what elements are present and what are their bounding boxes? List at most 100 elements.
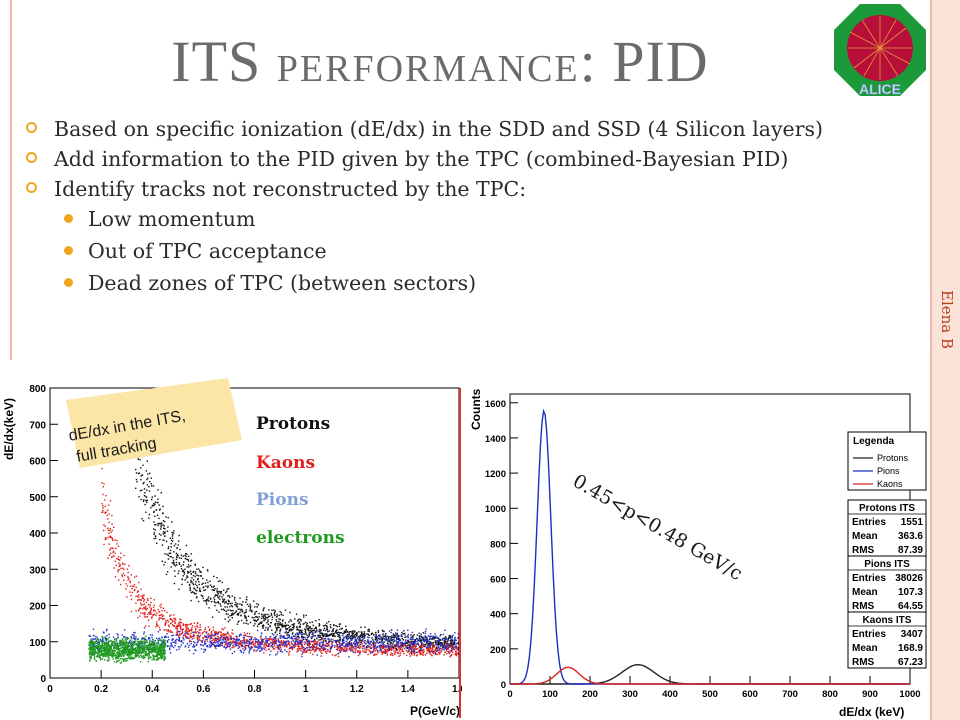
- scatter-point: [178, 625, 180, 627]
- scatter-point: [304, 628, 306, 630]
- scatter-point: [285, 642, 287, 644]
- scatter-point: [185, 577, 188, 579]
- scatter-point: [355, 633, 357, 636]
- scatter-point: [356, 635, 358, 637]
- scatter-point: [221, 644, 223, 647]
- scatter-point: [382, 638, 384, 640]
- scatter-point: [182, 555, 184, 557]
- scatter-point: [331, 634, 334, 636]
- scatter-point: [298, 645, 301, 648]
- scatter-point: [260, 646, 262, 648]
- scatter-point: [391, 636, 393, 639]
- scatter-point: [408, 647, 411, 649]
- scatter-point: [243, 632, 246, 634]
- scatter-point: [386, 650, 388, 652]
- scatter-point: [220, 631, 222, 634]
- scatter-point: [217, 632, 220, 634]
- scatter-point: [289, 628, 292, 631]
- scatter-point: [373, 634, 375, 636]
- scatter-point: [209, 580, 211, 582]
- scatter-point: [299, 626, 301, 628]
- scatter-point: [204, 641, 206, 643]
- scatter-point: [137, 640, 139, 642]
- scatter-point: [297, 619, 299, 621]
- scatter-point: [203, 642, 206, 644]
- scatter-point: [213, 585, 215, 587]
- scatter-point: [190, 579, 192, 582]
- scatter-point: [270, 614, 273, 616]
- scatter-point: [172, 620, 174, 622]
- scatter-point: [111, 641, 113, 644]
- scatter-point: [196, 625, 198, 627]
- scatter-point: [217, 601, 219, 603]
- scatter-point: [89, 657, 91, 659]
- scatter-point: [281, 636, 283, 638]
- scatter-point: [302, 623, 304, 625]
- scatter-point: [343, 636, 346, 639]
- scatter-point: [199, 570, 201, 572]
- scatter-point: [150, 610, 152, 612]
- scatter-point: [189, 588, 191, 590]
- scatter-point: [145, 605, 147, 608]
- scatter-point: [354, 643, 356, 645]
- scatter-point: [120, 647, 123, 649]
- scatter-point: [100, 651, 102, 654]
- scatter-point: [340, 632, 342, 634]
- scatter-point: [276, 613, 278, 616]
- scatter-point: [215, 642, 217, 644]
- scatter-point: [308, 633, 310, 636]
- scatter-point: [436, 650, 438, 652]
- scatter-point: [339, 628, 341, 630]
- scatter-point: [338, 625, 341, 628]
- scatter-point: [339, 632, 341, 634]
- scatter-point: [200, 575, 202, 577]
- scatter-point: [239, 649, 242, 651]
- scatter-point: [214, 634, 217, 637]
- scatter-point: [200, 640, 202, 642]
- scatter-point: [279, 650, 282, 652]
- scatter-point: [390, 639, 393, 641]
- scatter-point: [301, 647, 303, 649]
- scatter-point: [250, 643, 252, 645]
- scatter-point: [264, 618, 267, 621]
- scatter-point: [100, 650, 102, 653]
- scatter-point: [179, 621, 182, 623]
- scatter-point: [193, 635, 195, 637]
- scatter-point: [262, 608, 265, 610]
- scatter-point: [300, 631, 302, 634]
- scatter-point: [260, 650, 262, 652]
- scatter-point: [243, 640, 245, 642]
- scatter-point: [359, 646, 362, 648]
- scatter-point: [214, 645, 216, 647]
- bullet-list: Based on specific ionization (dE/dx) in …: [24, 117, 904, 303]
- scatter-point: [371, 632, 374, 634]
- scatter-point: [332, 635, 334, 637]
- scatter-point: [190, 623, 192, 625]
- scatter-point: [427, 635, 430, 637]
- scatter-point: [294, 642, 297, 645]
- scatter-point: [116, 558, 118, 560]
- scatter-point: [272, 638, 274, 641]
- scatter-point: [282, 619, 284, 621]
- scatter-point: [216, 632, 218, 634]
- scatter-point: [127, 641, 129, 643]
- scatter-point: [214, 633, 216, 635]
- scatter-point: [264, 629, 266, 631]
- scatter-point: [303, 622, 305, 625]
- scatter-point: [234, 643, 236, 645]
- scatter-point: [224, 618, 226, 620]
- scatter-point: [373, 647, 375, 649]
- scatter-point: [270, 622, 272, 624]
- scatter-point: [429, 642, 431, 645]
- scatter-point: [427, 643, 429, 645]
- scatter-point: [255, 610, 258, 613]
- scatter-point: [346, 634, 348, 637]
- scatter-point: [279, 618, 281, 621]
- scatter-point: [370, 640, 372, 643]
- scatter-point: [452, 649, 454, 651]
- scatter-point: [361, 645, 363, 647]
- scatter-point: [123, 649, 125, 651]
- scatter-point: [268, 648, 270, 650]
- scatter-point: [244, 615, 246, 618]
- scatter-point: [374, 642, 376, 645]
